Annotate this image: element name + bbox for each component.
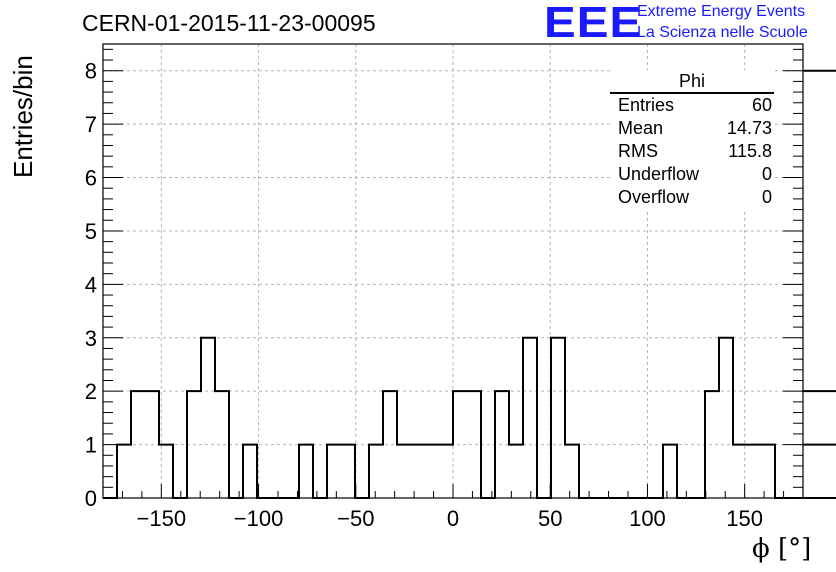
stats-label: Overflow bbox=[618, 187, 690, 207]
stats-value: 14.73 bbox=[726, 118, 772, 138]
stats-label: Entries bbox=[618, 95, 675, 115]
y-tick-label: 5 bbox=[85, 219, 97, 244]
stats-label: Underflow bbox=[618, 164, 700, 184]
y-axis-label: Entries/bin bbox=[8, 55, 38, 178]
stats-label: Mean bbox=[618, 118, 664, 138]
stats-box: Phi Entries 60 Mean 14.73 RMS 115.8 Unde… bbox=[610, 70, 774, 209]
x-axis-label: ϕ [°] bbox=[752, 534, 812, 564]
y-tick-label: 7 bbox=[85, 112, 97, 137]
y-tick-label: 0 bbox=[85, 486, 97, 511]
x-tick-label: 100 bbox=[629, 506, 666, 531]
stats-value: 60 bbox=[751, 95, 772, 115]
eee-logo: EEE bbox=[544, 0, 643, 47]
x-tick-label: −100 bbox=[234, 506, 284, 531]
stats-value: 0 bbox=[761, 187, 772, 207]
stats-row-entries: Entries 60 bbox=[610, 94, 774, 117]
x-tick-label: −50 bbox=[337, 506, 374, 531]
logo-subtitle-line1: Extreme Energy Events bbox=[637, 3, 806, 20]
stats-row-rms: RMS 115.8 bbox=[610, 140, 774, 163]
y-tick-label: 8 bbox=[85, 59, 97, 84]
y-tick-label: 3 bbox=[85, 326, 97, 351]
stats-value: 0 bbox=[761, 164, 772, 184]
y-tick-label: 2 bbox=[85, 379, 97, 404]
stats-value: 115.8 bbox=[728, 141, 772, 161]
stats-title: Phi bbox=[610, 70, 774, 94]
stats-row-mean: Mean 14.73 bbox=[610, 117, 774, 140]
x-tick-label: 50 bbox=[538, 506, 562, 531]
x-tick-label: 150 bbox=[726, 506, 763, 531]
stats-row-overflow: Overflow 0 bbox=[610, 186, 774, 209]
stats-row-underflow: Underflow 0 bbox=[610, 163, 774, 186]
x-tick-label: −150 bbox=[137, 506, 187, 531]
y-tick-label: 1 bbox=[85, 433, 97, 458]
y-tick-label: 6 bbox=[85, 166, 97, 191]
y-tick-label: 4 bbox=[85, 272, 97, 297]
logo-subtitle-line2: La Scienza nelle Scuole bbox=[637, 24, 808, 41]
x-tick-label: 0 bbox=[447, 506, 459, 531]
stats-label: RMS bbox=[618, 141, 658, 161]
run-title: CERN-01-2015-11-23-00095 bbox=[82, 10, 376, 36]
